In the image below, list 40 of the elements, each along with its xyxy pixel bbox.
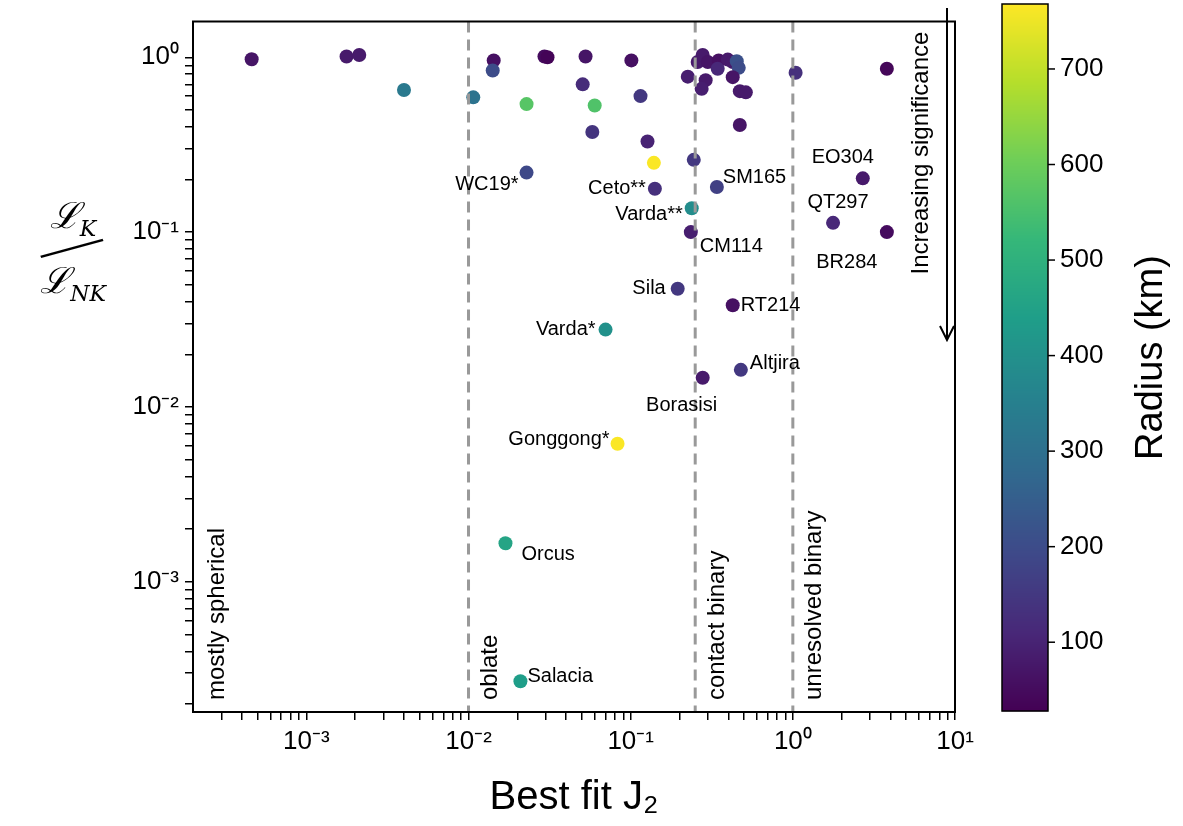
annotation: CM114 xyxy=(699,233,763,256)
y-tick-label: 10⁻³ xyxy=(132,564,180,595)
annotation: EO304 xyxy=(811,144,874,167)
x-tick-label: 10⁰ xyxy=(773,724,812,755)
x-axis-title: Best fit J₂ xyxy=(489,773,659,818)
x-tick-label: 10¹ xyxy=(936,724,975,755)
color-bar-label: 300 xyxy=(1060,434,1104,465)
annotation: Orcus xyxy=(521,541,575,564)
y-tick-label: 10⁰ xyxy=(141,40,179,71)
color-bar-label: 200 xyxy=(1060,529,1104,560)
annotation: Borasisi xyxy=(646,393,718,416)
annotation: mostly spherical xyxy=(201,527,229,700)
annotation: Increasing significance xyxy=(905,31,933,275)
color-bar-label: 100 xyxy=(1060,625,1104,656)
y-axis-title: ℒ$_{K}$/ℒ$_{NK}$ xyxy=(29,194,120,309)
ref-line-label: unresolved binary xyxy=(799,510,827,700)
color-bar-title: Radius (km) xyxy=(1128,255,1171,460)
annotation: Sila xyxy=(632,276,667,299)
annotation: Ceto** xyxy=(588,176,647,199)
annotation: Varda** xyxy=(615,201,683,224)
annotation: QT297 xyxy=(807,190,869,213)
color-bar-label: 700 xyxy=(1060,52,1104,83)
annotation: RT214 xyxy=(740,292,801,315)
annotation: SM165 xyxy=(722,164,787,187)
x-tick-label: 10⁻¹ xyxy=(607,724,655,755)
annotation: Altjira xyxy=(749,351,801,374)
y-tick-label: 10⁻² xyxy=(132,390,180,421)
y-tick-label: 10⁻¹ xyxy=(132,215,180,246)
ref-line-label: contact binary xyxy=(701,550,729,700)
color-bar-label: 500 xyxy=(1060,243,1104,274)
color-bar-label: 400 xyxy=(1060,338,1104,369)
annotation: Salacia xyxy=(527,663,594,686)
x-tick-label: 10⁻³ xyxy=(283,724,330,755)
x-tick-label: 10⁻² xyxy=(445,724,493,755)
annotation: WC19* xyxy=(455,172,519,195)
ref-line-label: oblate xyxy=(475,634,503,700)
annotation: Varda* xyxy=(535,317,596,340)
color-bar-label: 600 xyxy=(1060,147,1104,178)
annotation: BR284 xyxy=(816,249,878,272)
annotation: Gonggong* xyxy=(508,427,610,450)
